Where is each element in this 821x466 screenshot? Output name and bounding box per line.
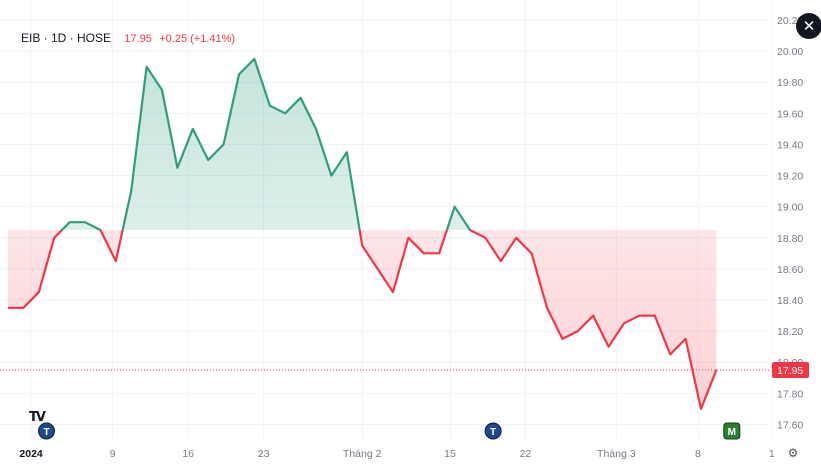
last-price-label: 17.95 (124, 33, 152, 45)
chart-areas (8, 58, 717, 409)
price-tick-label: 19.40 (777, 139, 803, 151)
price-tick-label: 17.60 (777, 419, 803, 431)
last-price-badge (772, 362, 809, 378)
meeting-marker (723, 422, 741, 440)
series-line-up (60, 57, 473, 230)
price-axis[interactable]: 17.6017.8018.0018.2018.4018.6018.8019.00… (772, 15, 809, 431)
price-tick-label: 17.80 (777, 388, 803, 400)
price-tick-label: 19.00 (777, 202, 803, 214)
area-above-baseline (8, 58, 717, 230)
earnings-marker (484, 422, 502, 440)
chart-legend: EIB · 1D · HOSE 17.95 +0.25 (+1.41%) (21, 31, 235, 45)
close-icon[interactable]: ✕ (796, 13, 821, 39)
price-tick-label: 20.00 (777, 46, 803, 58)
symbol-label: EIB · 1D · HOSE (21, 31, 112, 45)
price-tick-label: 18.20 (777, 326, 803, 338)
marker-label: T (43, 427, 49, 438)
time-tick-label: 15 (444, 448, 456, 460)
time-axis[interactable]: 2024 9 16 23 Tháng 2 15 22 Tháng 3 8 1 (19, 448, 774, 460)
time-tick-label: 8 (695, 448, 701, 460)
time-tick-label: Tháng 2 (343, 448, 382, 460)
price-tick-label: 19.80 (777, 77, 803, 89)
time-tick-label: 16 (182, 448, 194, 460)
price-tick-label: 19.60 (777, 108, 803, 120)
chart-lines (0, 57, 770, 410)
price-tick-label: 19.20 (777, 171, 803, 183)
last-price-badge-label: 17.95 (777, 365, 803, 377)
price-tick-label: 18.40 (777, 295, 803, 307)
price-tick-label: 18.60 (777, 264, 803, 276)
gear-icon[interactable]: ⚙ (787, 446, 799, 460)
time-tick-label: 9 (110, 448, 116, 460)
price-change-label: +0.25 (+1.41%) (159, 33, 236, 45)
time-tick-label: 22 (520, 448, 532, 460)
earnings-marker (38, 422, 55, 440)
time-tick-label: 23 (258, 448, 270, 460)
price-tick-label: 18.80 (777, 233, 803, 245)
time-tick-label: 2024 (19, 448, 43, 460)
area-below-baseline (8, 230, 717, 409)
series-line-down (8, 230, 718, 410)
time-tick-label: Tháng 3 (597, 448, 636, 460)
chart-grid (0, 0, 773, 440)
marker-label: M (728, 427, 736, 438)
time-tick-label: 1 (769, 448, 775, 460)
marker-label: T (490, 427, 496, 438)
tradingview-logo[interactable]: TV (29, 410, 46, 425)
